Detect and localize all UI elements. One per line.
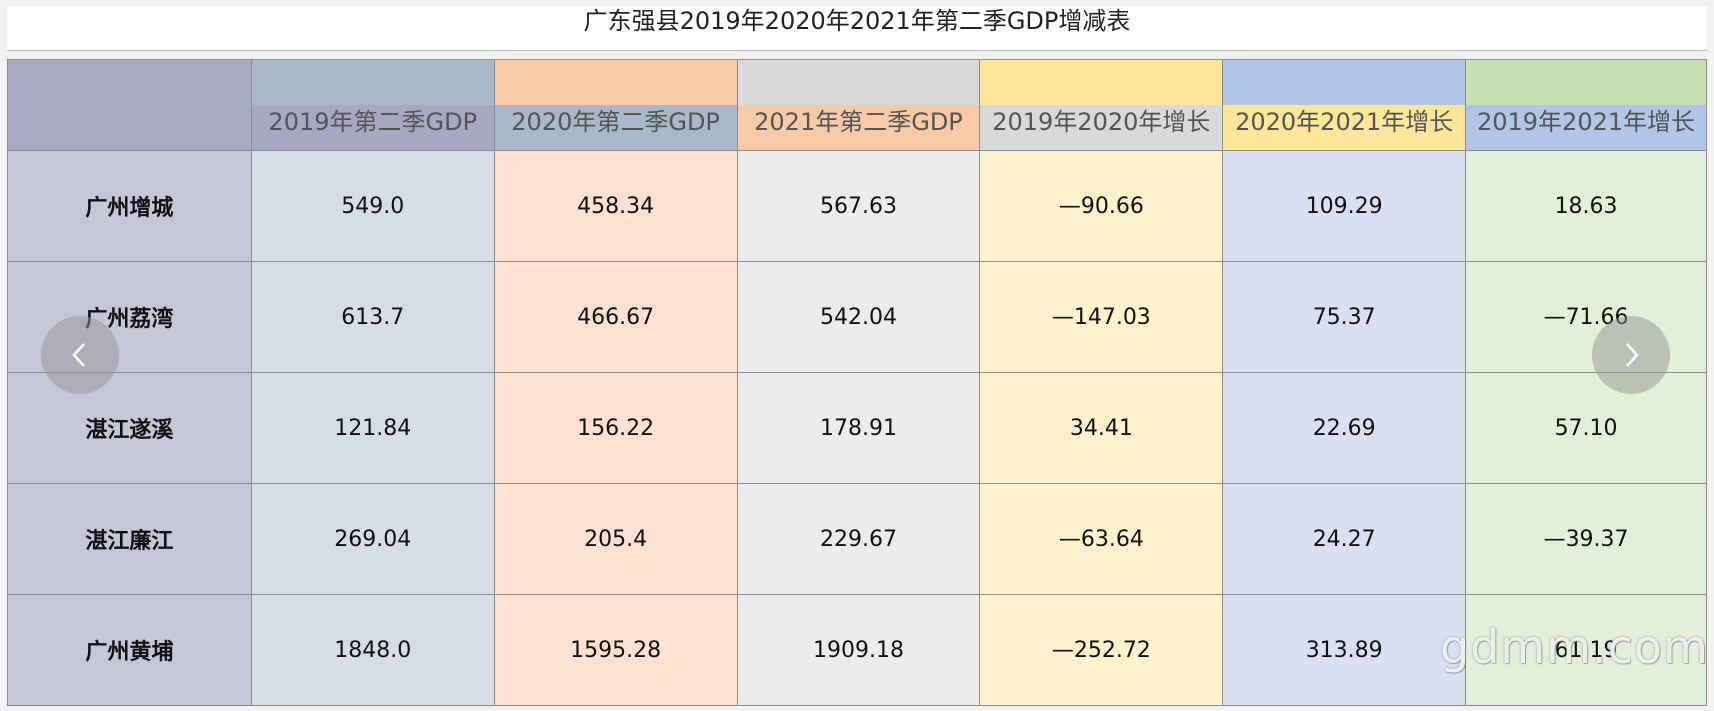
row-label: 湛江廉江 <box>7 483 252 595</box>
prev-slide-button[interactable] <box>41 316 119 394</box>
table-cell: 1848.0 <box>250 594 495 706</box>
column-header: 2019年第二季GDP <box>250 59 495 151</box>
table-cell: 466.67 <box>493 261 738 373</box>
table-cell: 75.37 <box>1222 261 1467 373</box>
table-cell: 613.7 <box>250 261 495 373</box>
row-label: 广州黄埔 <box>7 594 252 706</box>
page-title: 广东强县2019年2020年2021年第二季GDP增减表 <box>7 6 1707 51</box>
table-cell: —39.37 <box>1465 483 1707 595</box>
chevron-left-icon <box>72 343 85 367</box>
header-color-band <box>1223 60 1465 105</box>
column-header-label: 2020年第二季GDP <box>511 108 720 136</box>
column-header-label: 2020年2021年增长 <box>1235 108 1454 136</box>
table-cell: 205.4 <box>493 483 738 595</box>
table-cell: —90.66 <box>979 150 1224 262</box>
header-color-band <box>495 60 737 105</box>
row-label: 湛江遂溪 <box>7 372 252 484</box>
column-header: 2020年第二季GDP <box>493 59 738 151</box>
table-cell: 34.41 <box>979 372 1224 484</box>
table-cell: 18.63 <box>1465 150 1707 262</box>
column-header-label: 2021年第二季GDP <box>754 108 963 136</box>
table-cell: 109.29 <box>1222 150 1467 262</box>
table-cell: 178.91 <box>736 372 981 484</box>
column-header-label: 2019年2020年增长 <box>992 108 1211 136</box>
table-cell: —71.66 <box>1465 261 1707 373</box>
table-cell: 1909.18 <box>736 594 981 706</box>
table-cell: 229.67 <box>736 483 981 595</box>
table-row: 湛江廉江 269.04 205.4 229.67 —63.64 24.27 —39.37 <box>7 483 1707 595</box>
row-label: 广州增城 <box>7 150 252 262</box>
column-header: 2019年2021年增长 <box>1465 59 1707 151</box>
table-cell: 156.22 <box>493 372 738 484</box>
column-header: 2021年第二季GDP <box>736 59 981 151</box>
header-color-band <box>252 60 494 105</box>
column-header: 2019年2020年增长 <box>979 59 1224 151</box>
table-cell: —147.03 <box>979 261 1224 373</box>
table-cell: 22.69 <box>1222 372 1467 484</box>
table-cell: 61.19 <box>1465 594 1707 706</box>
table-row: 广州增城 549.0 458.34 567.63 —90.66 109.29 18.63 <box>7 150 1707 262</box>
gdp-table: 2019年第二季GDP 2020年第二季GDP 2021年第二季GDP 2019年20… <box>7 59 1707 706</box>
table-cell: 458.34 <box>493 150 738 262</box>
chevron-right-icon <box>1626 343 1639 367</box>
table-cell: 313.89 <box>1222 594 1467 706</box>
header-color-band <box>738 60 979 105</box>
column-header-label: 2019年2021年增长 <box>1476 108 1696 136</box>
table-cell: 57.10 <box>1465 372 1707 484</box>
table-cell: 24.27 <box>1222 483 1467 595</box>
table-cell: 549.0 <box>250 150 495 262</box>
header-row: 2019年第二季GDP 2020年第二季GDP 2021年第二季GDP 2019年20… <box>7 59 1707 151</box>
table-cell: 542.04 <box>736 261 981 373</box>
table-row: 湛江遂溪 121.84 156.22 178.91 34.41 22.69 57.10 <box>7 372 1707 484</box>
header-color-band <box>1466 60 1706 105</box>
header-color-band <box>980 60 1222 105</box>
table-cell: —63.64 <box>979 483 1224 595</box>
watermark: gdmm.com <box>1440 620 1709 674</box>
table-cell: —252.72 <box>979 594 1224 706</box>
table-cell: 567.63 <box>736 150 981 262</box>
column-header-label: 2019年第二季GDP <box>268 108 478 136</box>
column-header: 2020年2021年增长 <box>1222 59 1467 151</box>
table-row: 广州黄埔 1848.0 1595.28 1909.18 —252.72 313.89 61.… <box>7 594 1707 706</box>
gdp-table-container: 2019年第二季GDP 2020年第二季GDP 2021年第二季GDP 2019年20… <box>7 59 1707 711</box>
table-row: 广州荔湾 613.7 466.67 542.04 —147.03 75.37 —71.66 <box>7 261 1707 373</box>
header-corner-cell <box>7 59 252 151</box>
table-cell: 1595.28 <box>493 594 738 706</box>
next-slide-button[interactable] <box>1592 316 1670 394</box>
table-cell: 121.84 <box>250 372 495 484</box>
table-cell: 269.04 <box>250 483 495 595</box>
